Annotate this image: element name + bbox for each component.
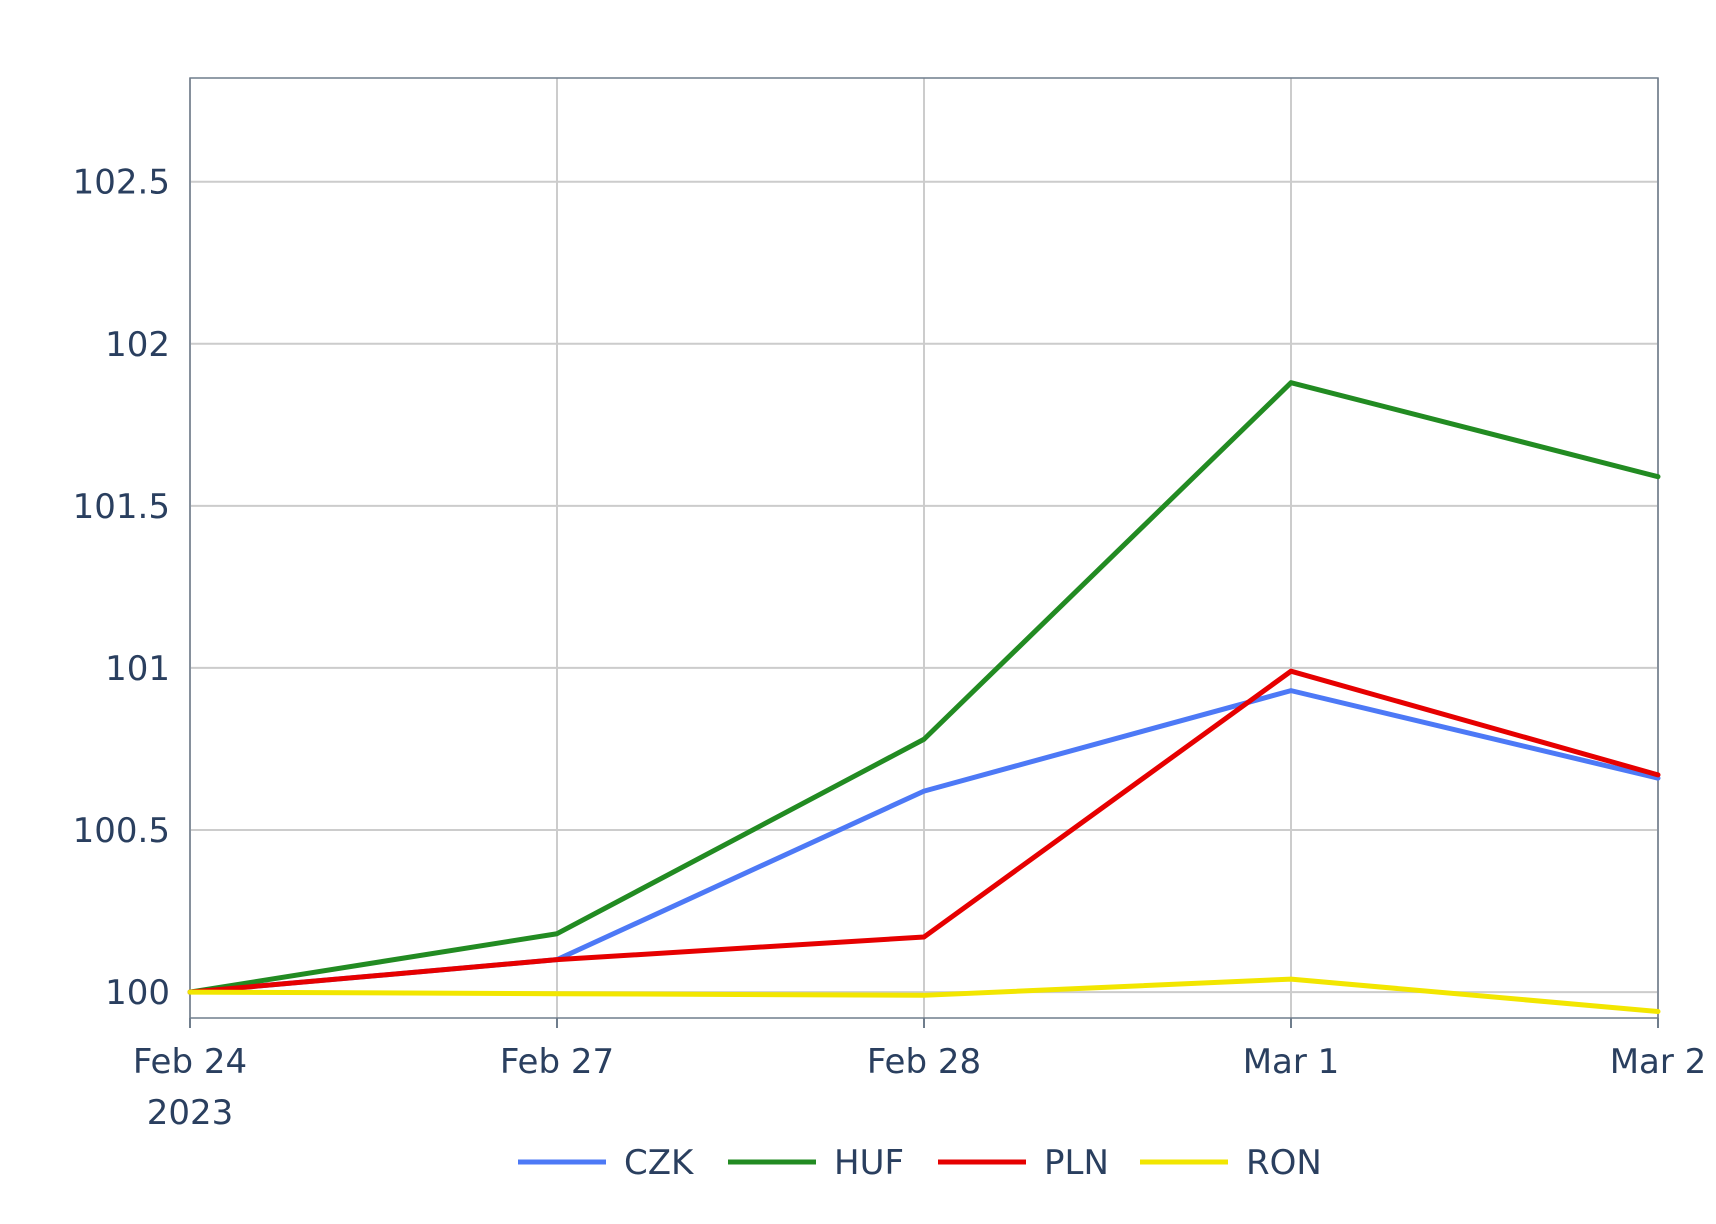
series — [187, 380, 1661, 1015]
x-tick-label: Mar 2 — [1610, 1042, 1707, 1082]
legend-item-czk[interactable]: CZK — [518, 1143, 695, 1183]
series-line-ron — [187, 976, 1661, 1015]
legend-label: RON — [1246, 1143, 1322, 1183]
series-line-huf — [187, 380, 1661, 995]
legend-item-pln[interactable]: PLN — [938, 1143, 1109, 1183]
y-tick-label: 102 — [105, 325, 170, 365]
y-tick-label: 101 — [105, 649, 170, 689]
legend-label: PLN — [1044, 1143, 1109, 1183]
grid — [189, 78, 1659, 1018]
legend-label: HUF — [834, 1143, 904, 1183]
x-year-label: 2023 — [147, 1093, 234, 1133]
x-tick-label: Feb 24 — [133, 1042, 247, 1082]
legend-item-huf[interactable]: HUF — [728, 1143, 904, 1183]
y-tick-label: 102.5 — [73, 163, 170, 203]
x-tick-label: Feb 28 — [867, 1042, 981, 1082]
axes: 100 100.5 101 101.5 102 102.5 Feb 24 Feb 27 Feb … — [73, 163, 1707, 1133]
series-line-pln — [187, 668, 1661, 995]
y-tick-label: 100 — [105, 973, 170, 1013]
x-tick-label: Feb 27 — [500, 1042, 614, 1082]
legend-item-ron[interactable]: RON — [1140, 1143, 1322, 1183]
y-tick-label: 101.5 — [73, 487, 170, 527]
x-tick-label: Mar 1 — [1243, 1042, 1340, 1082]
y-tick-label: 100.5 — [73, 811, 170, 851]
legend-label: CZK — [624, 1143, 695, 1183]
legend[interactable]: CZK HUF PLN RON — [518, 1143, 1322, 1183]
